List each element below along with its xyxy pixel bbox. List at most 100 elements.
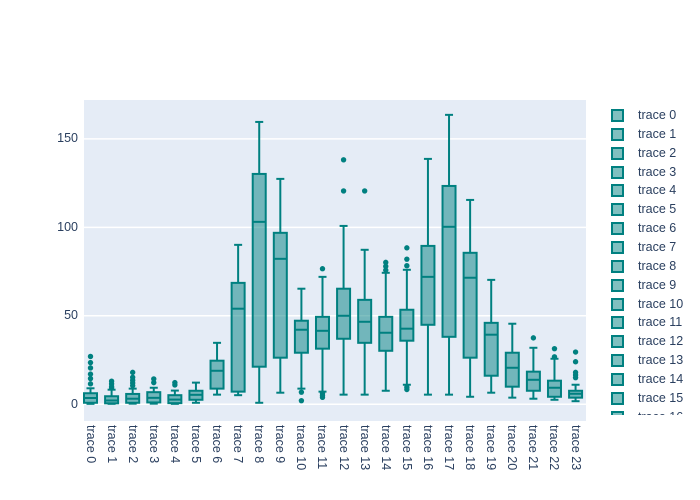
iqr-box	[420, 244, 436, 326]
legend-swatch-icon	[611, 203, 624, 217]
x-tick-label-trace-3: trace 3	[146, 425, 161, 464]
legend-item-trace-10[interactable]: trace 10	[605, 295, 683, 314]
box-trace-6[interactable]	[209, 341, 225, 396]
legend-swatch-icon	[611, 372, 624, 386]
legend-swatch-icon	[611, 240, 624, 254]
legend-item-trace-6[interactable]: trace 6	[605, 219, 676, 238]
legend-label: trace 5	[638, 202, 677, 217]
legend-item-trace-7[interactable]: trace 7	[605, 238, 676, 257]
box-trace-1[interactable]	[104, 378, 120, 405]
legend-label: trace 14	[638, 371, 684, 386]
box-trace-17[interactable]	[441, 113, 457, 396]
iqr-box	[230, 281, 246, 393]
legend-label: trace 4	[638, 183, 677, 198]
legend-label: trace 1	[638, 126, 677, 141]
outlier-point	[530, 335, 537, 341]
legend-item-trace-2[interactable]: trace 2	[605, 144, 676, 163]
outlier-point	[87, 371, 94, 377]
box-trace-19[interactable]	[483, 278, 499, 394]
box-trace-13[interactable]	[357, 188, 373, 396]
box-trace-15[interactable]	[399, 245, 415, 393]
outlier-point	[172, 382, 178, 388]
box-trace-14[interactable]	[378, 259, 394, 392]
box-trace-9[interactable]	[272, 177, 288, 394]
legend-label: trace 13	[638, 353, 684, 368]
box-trace-5[interactable]	[188, 381, 204, 404]
outlier-point	[298, 389, 305, 395]
x-tick-label-trace-13: trace 13	[357, 425, 372, 471]
outlier-point	[383, 259, 389, 266]
iqr-box	[525, 370, 541, 392]
box-trace-0[interactable]	[83, 353, 98, 405]
box-trace-18[interactable]	[462, 198, 478, 398]
box-trace-4[interactable]	[167, 379, 183, 405]
legend-item-trace-5[interactable]: trace 5	[605, 200, 676, 219]
legend-item-trace-8[interactable]: trace 8	[605, 257, 676, 276]
legend-item-trace-4[interactable]: trace 4	[605, 181, 676, 200]
box-trace-2[interactable]	[125, 369, 141, 405]
iqr-box	[293, 319, 309, 354]
outlier-point	[572, 349, 579, 355]
legend-label: trace 10	[638, 296, 684, 311]
iqr-box	[399, 308, 415, 342]
legend-label: trace 9	[638, 277, 677, 292]
x-tick-label-trace-21: trace 21	[526, 425, 541, 471]
legend-item-trace-15[interactable]: trace 15	[605, 389, 683, 408]
box-trace-7[interactable]	[230, 243, 246, 397]
outlier-point	[551, 354, 558, 360]
box-trace-10[interactable]	[293, 287, 309, 404]
iqr-box	[209, 359, 225, 390]
x-tick-label-trace-9: trace 9	[273, 425, 288, 464]
outlier-point	[108, 385, 115, 391]
iqr-box	[314, 315, 330, 350]
outlier-point	[151, 379, 157, 386]
outlier-point	[87, 381, 94, 387]
box-trace-8[interactable]	[251, 120, 267, 404]
legend-swatch-icon	[611, 316, 624, 330]
x-tick-label-trace-22: trace 22	[547, 425, 562, 471]
box-trace-20[interactable]	[504, 322, 520, 399]
box-trace-22[interactable]	[546, 345, 562, 401]
legend-swatch-icon	[611, 109, 624, 122]
legend-item-trace-9[interactable]: trace 9	[605, 276, 676, 295]
legend-item-trace-13[interactable]: trace 13	[605, 351, 683, 370]
legend-item-trace-11[interactable]: trace 11	[605, 313, 682, 332]
outlier-point	[340, 157, 347, 163]
x-tick-label-trace-11: trace 11	[315, 425, 330, 470]
legend-swatch-icon	[611, 391, 624, 405]
x-tick-label-trace-6: trace 6	[210, 425, 225, 464]
legend-swatch-icon	[611, 222, 624, 236]
box-trace-21[interactable]	[525, 335, 541, 400]
legend-label: trace 12	[638, 334, 684, 349]
iqr-box	[378, 315, 394, 352]
x-tick-label-trace-16: trace 16	[420, 425, 435, 471]
box-trace-16[interactable]	[420, 157, 436, 396]
legend-label: trace 2	[638, 145, 677, 160]
outlier-point	[383, 263, 389, 269]
outlier-point	[319, 394, 326, 401]
y-tick-label-50: 50	[64, 308, 78, 323]
iqr-box	[441, 184, 457, 338]
legend-item-trace-14[interactable]: trace 14	[605, 370, 683, 389]
outlier-point	[572, 374, 579, 381]
legend-item-trace-1[interactable]: trace 1	[605, 125, 676, 144]
x-tick-label-trace-7: trace 7	[231, 425, 246, 464]
legend-item-trace-12[interactable]: trace 12	[605, 332, 683, 351]
x-tick-label-trace-20: trace 20	[505, 425, 520, 471]
box-trace-3[interactable]	[146, 376, 162, 405]
outlier-point	[87, 353, 94, 360]
box-trace-11[interactable]	[314, 266, 330, 401]
legend-item-trace-16[interactable]: trace 16	[605, 408, 683, 415]
box-trace-23[interactable]	[568, 349, 584, 403]
box-trace-12[interactable]	[336, 157, 352, 396]
legend-swatch-icon	[611, 410, 624, 415]
iqr-box	[504, 351, 520, 388]
x-tick-label-trace-18: trace 18	[463, 425, 478, 471]
legend-item-trace-3[interactable]: trace 3	[605, 163, 676, 182]
legend-item-trace-0[interactable]: trace 0	[605, 106, 676, 125]
legend-label: trace 3	[638, 164, 677, 179]
outlier-point	[572, 359, 579, 365]
x-tick-label-trace-15: trace 15	[399, 425, 414, 471]
legend-label: trace 8	[638, 258, 677, 273]
